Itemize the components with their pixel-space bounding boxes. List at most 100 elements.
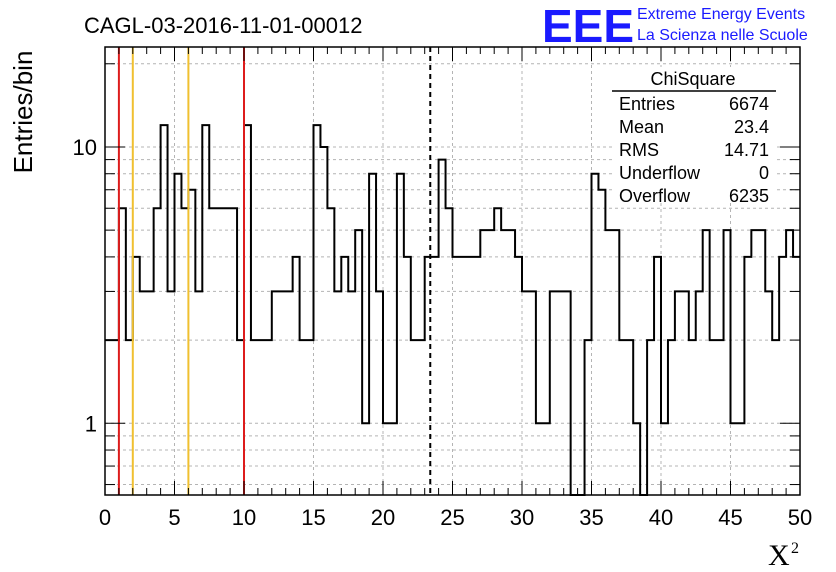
stats-row-label: Overflow [619, 186, 691, 206]
histogram-bin [230, 208, 237, 495]
histogram-bin [459, 257, 466, 495]
histogram-bin [397, 174, 404, 495]
histogram-bin [744, 257, 751, 495]
histogram-bin [286, 291, 293, 495]
x-tick-label: 40 [649, 505, 673, 530]
grid [105, 47, 800, 495]
histogram-bin [592, 174, 599, 495]
histogram-bin [272, 291, 279, 495]
histogram-bin [529, 291, 536, 495]
histogram-bin [696, 291, 703, 495]
histogram-bin [466, 257, 473, 495]
histogram-bin [786, 230, 793, 495]
stats-row-value: 0 [759, 163, 769, 183]
histogram-bin [494, 208, 501, 495]
histogram-bin [765, 291, 772, 495]
histogram-bin [439, 160, 446, 495]
histogram-bin [487, 230, 494, 495]
stats-title: ChiSquare [650, 69, 735, 89]
histogram-bin [543, 423, 550, 495]
stats-row-label: RMS [619, 140, 659, 160]
histogram-bin [647, 340, 654, 495]
histogram-bin [181, 208, 188, 495]
logo-mark: EEE [542, 0, 634, 52]
histogram-bin [314, 125, 321, 495]
x-axis-label-text: X [768, 539, 790, 572]
histogram-bin [550, 291, 557, 495]
histogram-bin [341, 257, 348, 495]
histogram-bin [724, 230, 731, 495]
histogram-bin [293, 257, 300, 495]
histogram-bin [668, 340, 675, 495]
histogram-bin [793, 257, 800, 495]
histogram-bin [717, 340, 724, 495]
x-tick-label: 15 [301, 505, 325, 530]
histogram-bin [251, 340, 258, 495]
histogram-bin [675, 291, 682, 495]
chart-title: CAGL-03-2016-11-01-00012 [84, 13, 362, 38]
histogram-bin [598, 190, 605, 495]
y-tick-label: 1 [85, 411, 97, 436]
histogram-bin [126, 340, 133, 495]
histogram-bin [772, 340, 779, 495]
x-tick-label: 25 [440, 505, 464, 530]
stats-row-value: 23.4 [734, 117, 769, 137]
histogram-bin [751, 230, 758, 495]
histogram-bin [390, 423, 397, 495]
histogram-bin [348, 291, 355, 495]
histogram-bin [320, 147, 327, 495]
axes [104, 46, 801, 496]
histogram-bin [619, 340, 626, 495]
x-tick-label: 45 [718, 505, 742, 530]
histogram-bin [710, 340, 717, 495]
histogram-bin [383, 423, 390, 495]
x-tick-label: 35 [579, 505, 603, 530]
histogram-bin [244, 125, 251, 495]
histogram-bin [661, 423, 668, 495]
x-tick-label: 10 [232, 505, 256, 530]
histogram-outline [105, 124, 800, 496]
histogram-bin [105, 340, 112, 495]
reference-lines [117, 47, 432, 495]
histogram-bin [411, 340, 418, 495]
stats-row-value: 6235 [729, 186, 769, 206]
stats-row-label: Mean [619, 117, 664, 137]
histogram-bin [737, 423, 744, 495]
histogram-bin [369, 174, 376, 495]
stats-box: ChiSquare Entries 6674 Mean 23.4 RMS 14.71 Und… [612, 67, 776, 206]
stats-rows: Entries 6674 Mean 23.4 RMS 14.71 Underflow 0 Ove… [619, 94, 769, 206]
histogram-bin [508, 230, 515, 495]
histogram-bin [300, 340, 307, 495]
histogram [105, 124, 800, 496]
histogram-bin [209, 208, 216, 495]
histogram-bin [154, 208, 161, 495]
histogram-bin [480, 230, 487, 495]
histogram-bin [536, 423, 543, 495]
histogram-bin [140, 291, 147, 495]
histogram-bin [161, 125, 168, 495]
histogram-bin [453, 257, 460, 495]
histogram-bin [654, 257, 661, 495]
histogram-bin [633, 423, 640, 495]
histogram-bin [327, 208, 334, 495]
histogram-bin [522, 291, 529, 495]
histogram-bin [279, 291, 286, 495]
histogram-bin [585, 340, 592, 495]
x-axis-label-superscript: 2 [791, 540, 799, 557]
histogram-bin [195, 291, 202, 495]
histogram-bin [557, 291, 564, 495]
histogram-bin [265, 340, 272, 495]
histogram-bin [612, 230, 619, 495]
histogram-bin [515, 257, 522, 495]
histogram-bin [758, 230, 765, 495]
histogram-bin [689, 340, 696, 495]
x-tick-label: 20 [371, 505, 395, 530]
histogram-bin [112, 340, 119, 495]
histogram-bin [147, 291, 154, 495]
logo-line1: Extreme Energy Events [637, 6, 805, 23]
histogram-bin [202, 125, 209, 495]
histogram-bin [175, 174, 182, 495]
histogram-bin [168, 291, 175, 495]
histogram-bin [307, 340, 314, 495]
histogram-bin [703, 230, 710, 495]
